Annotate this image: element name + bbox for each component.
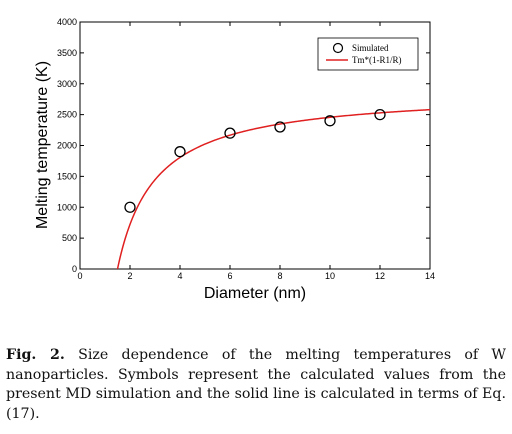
- x-tick-label: 2: [127, 271, 132, 281]
- x-axis-label: Diameter (nm): [204, 285, 306, 302]
- y-tick-label: 3000: [57, 79, 77, 89]
- x-axis-ticks: 0 2 4 6 8 10 12 14: [77, 22, 435, 281]
- legend-label-simulated: Simulated: [352, 43, 389, 53]
- y-tick-label: 3500: [57, 48, 77, 58]
- y-tick-label: 4000: [57, 17, 77, 27]
- x-tick-label: 12: [375, 271, 385, 281]
- y-tick-label: 1000: [57, 202, 77, 212]
- y-axis-label: Melting temperature (K): [34, 61, 51, 229]
- simulated-point: [174, 146, 186, 158]
- y-tick-label: 2500: [57, 110, 77, 120]
- caption-label: Fig. 2.: [6, 347, 65, 363]
- y-tick-label: 2000: [57, 141, 77, 151]
- simulated-point: [124, 201, 136, 213]
- legend: Simulated Tm*(1-R1/R): [317, 37, 419, 71]
- figure-caption: Fig. 2. Size dependence of the melting t…: [6, 346, 506, 424]
- series-layer: [116, 108, 431, 270]
- legend-label-model: Tm*(1-R1/R): [352, 55, 402, 65]
- simulated-point: [224, 127, 236, 139]
- simulated-point: [324, 115, 336, 127]
- legend-marker-simulated: [332, 42, 344, 54]
- legend-box: [317, 37, 419, 71]
- x-tick-label: 0: [77, 271, 82, 281]
- y-tick-label: 500: [62, 233, 77, 243]
- x-tick-label: 14: [425, 271, 435, 281]
- x-tick-label: 6: [227, 271, 232, 281]
- simulated-point: [274, 121, 286, 133]
- y-tick-label: 0: [72, 264, 77, 274]
- y-tick-label: 1500: [57, 171, 77, 181]
- x-tick-label: 4: [177, 271, 182, 281]
- x-tick-label: 10: [325, 271, 335, 281]
- model-curve: [116, 108, 431, 270]
- simulated-point: [374, 108, 386, 121]
- melting-temperature-chart: 0 2 4 6 8 10 12 14 0 500 1000 1500 2000 2500 3000 3500…: [34, 17, 435, 302]
- caption-text: Size dependence of the melting temperatu…: [6, 347, 507, 422]
- y-axis-ticks: 0 500 1000 1500 2000 2500 3000 3500 4000: [57, 17, 430, 274]
- x-tick-label: 8: [277, 271, 282, 281]
